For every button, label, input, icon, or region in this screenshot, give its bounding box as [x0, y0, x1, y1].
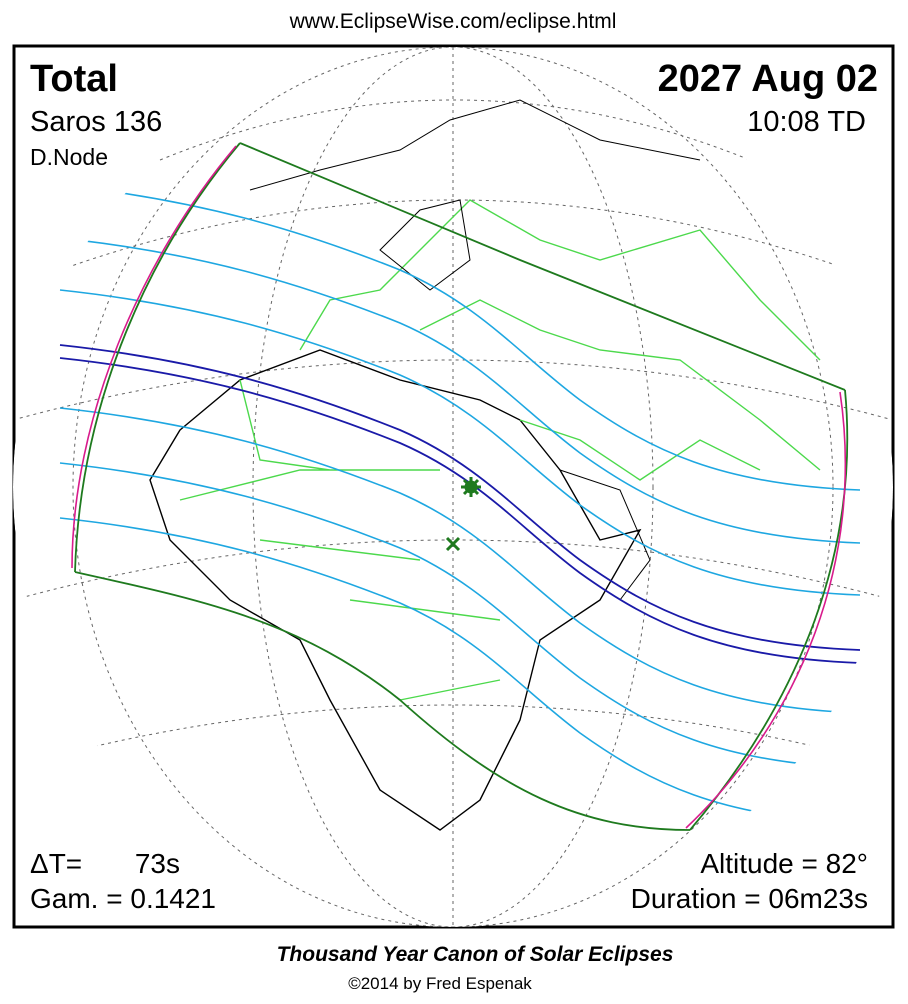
greatest-eclipse — [461, 477, 481, 497]
globe — [13, 47, 893, 927]
penumbra-limits — [74, 142, 849, 831]
time: 10:08 TD — [747, 106, 866, 138]
rise-set-curves — [71, 145, 847, 829]
duration: Duration = 06m23s — [631, 883, 868, 914]
eclipse-type: Total — [30, 58, 118, 100]
coastline — [249, 99, 701, 601]
delta-t-label: ΔT= — [30, 848, 82, 879]
node: D.Node — [30, 144, 108, 170]
greatest-duration — [445, 536, 461, 552]
copyright: ©2014 by Fred Espenak — [348, 974, 532, 993]
date: 2027 Aug 02 — [658, 58, 878, 100]
land-borders — [149, 199, 821, 831]
altitude: Altitude = 82° — [700, 848, 868, 879]
source-url: www.EclipseWise.com/eclipse.html — [289, 10, 617, 33]
graticule — [13, 47, 893, 927]
gamma: Gam. = 0.1421 — [30, 883, 216, 914]
saros: Saros 136 — [30, 106, 162, 138]
footer-title: Thousand Year Canon of Solar Eclipses — [277, 943, 674, 966]
delta-t-value: 73s — [135, 848, 180, 879]
